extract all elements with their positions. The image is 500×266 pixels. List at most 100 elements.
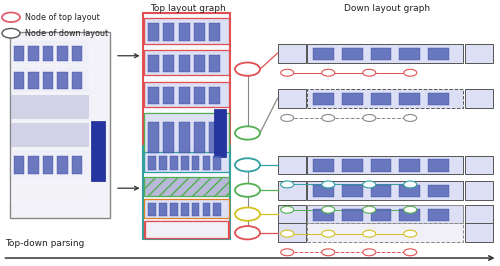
Bar [428, 48, 448, 60]
Bar [57, 46, 68, 61]
Bar [209, 122, 220, 153]
Bar [178, 55, 190, 72]
Bar [342, 93, 362, 106]
Bar [342, 185, 362, 197]
Text: Top-down parsing: Top-down parsing [5, 239, 84, 248]
Circle shape [235, 184, 260, 197]
Bar [164, 23, 174, 40]
Circle shape [404, 206, 417, 213]
Circle shape [322, 69, 335, 76]
Circle shape [363, 115, 376, 121]
Circle shape [281, 115, 294, 121]
Bar [464, 205, 492, 223]
Bar [428, 209, 448, 221]
Bar [464, 181, 492, 200]
Bar [144, 113, 228, 159]
Bar [11, 123, 89, 147]
Bar [57, 156, 68, 174]
Circle shape [404, 69, 417, 76]
Bar [11, 41, 89, 64]
Circle shape [281, 181, 294, 188]
Bar [148, 203, 156, 216]
Bar [11, 67, 89, 92]
Bar [209, 87, 220, 104]
Bar [194, 23, 205, 40]
Bar [14, 46, 24, 61]
Bar [342, 159, 362, 172]
Bar [72, 72, 82, 89]
Circle shape [235, 207, 260, 221]
Bar [178, 23, 190, 40]
Circle shape [2, 28, 20, 38]
Bar [464, 44, 492, 63]
Bar [142, 13, 230, 165]
Circle shape [2, 13, 20, 22]
Bar [307, 181, 463, 200]
Circle shape [322, 115, 335, 121]
Bar [11, 181, 89, 203]
Bar [278, 156, 305, 174]
Circle shape [281, 230, 294, 237]
Bar [209, 55, 220, 72]
Circle shape [235, 158, 260, 172]
Circle shape [322, 230, 335, 237]
Text: Node of down layout: Node of down layout [25, 29, 108, 38]
Circle shape [363, 249, 376, 256]
Bar [400, 185, 420, 197]
Bar [464, 89, 492, 108]
Bar [144, 50, 228, 76]
Bar [400, 93, 420, 106]
Bar [464, 156, 492, 174]
Bar [144, 221, 228, 238]
Bar [202, 203, 210, 216]
Circle shape [235, 126, 260, 140]
Bar [209, 23, 220, 40]
Bar [178, 87, 190, 104]
Bar [14, 156, 24, 174]
Bar [194, 122, 205, 153]
Bar [342, 48, 362, 60]
Bar [159, 156, 167, 170]
Bar [314, 185, 334, 197]
Bar [28, 156, 39, 174]
Bar [314, 209, 334, 221]
Bar [314, 159, 334, 172]
Bar [145, 221, 228, 238]
Bar [428, 159, 448, 172]
Circle shape [322, 206, 335, 213]
Bar [43, 72, 53, 89]
Bar [11, 95, 89, 119]
Bar [307, 156, 463, 174]
Bar [278, 181, 305, 200]
Bar [202, 156, 210, 170]
Bar [307, 205, 463, 223]
Bar [144, 177, 228, 196]
Bar [428, 185, 448, 197]
Bar [214, 109, 226, 157]
Bar [307, 223, 463, 242]
Bar [314, 93, 334, 106]
Bar [57, 72, 68, 89]
Bar [148, 23, 159, 40]
Bar [278, 223, 305, 242]
Bar [178, 122, 190, 153]
Bar [144, 200, 228, 218]
Bar [214, 156, 221, 170]
Bar [72, 156, 82, 174]
Bar [192, 203, 200, 216]
Bar [43, 46, 53, 61]
Bar [192, 156, 200, 170]
Bar [194, 55, 205, 72]
Bar [278, 89, 305, 108]
Bar [144, 152, 228, 172]
Circle shape [363, 69, 376, 76]
Bar [170, 156, 178, 170]
Bar [370, 159, 392, 172]
Bar [307, 89, 463, 108]
Text: Down layout graph: Down layout graph [344, 4, 430, 13]
Bar [400, 159, 420, 172]
Circle shape [235, 226, 260, 239]
Bar [342, 209, 362, 221]
Bar [170, 203, 178, 216]
Bar [148, 156, 156, 170]
